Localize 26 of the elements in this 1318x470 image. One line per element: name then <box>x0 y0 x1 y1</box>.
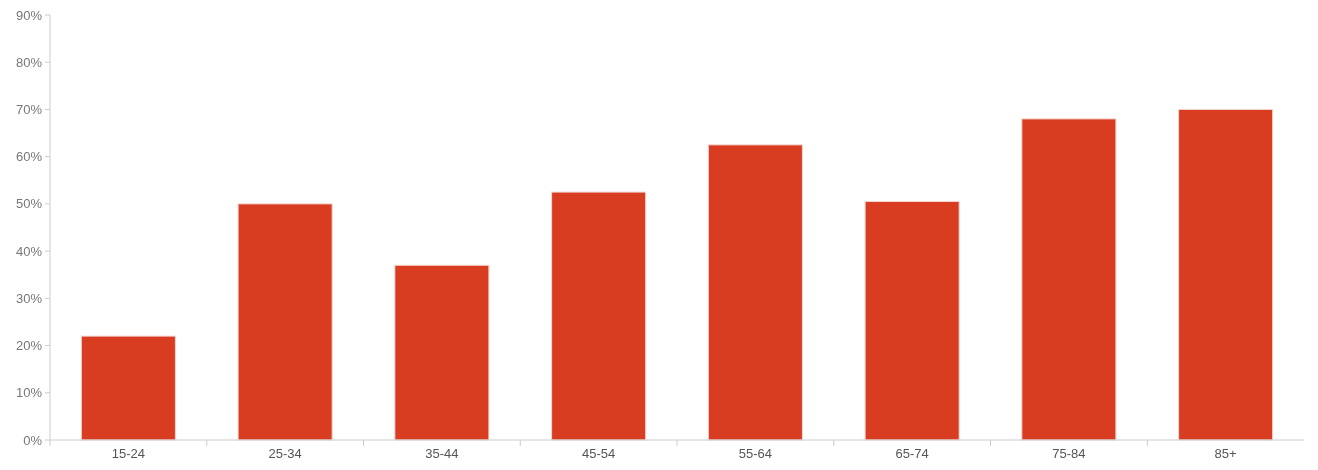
x-tick-label: 25-34 <box>268 446 302 461</box>
y-tick-label: 70% <box>15 101 43 117</box>
bar <box>237 203 333 441</box>
bar <box>707 144 803 441</box>
bar <box>551 191 647 441</box>
bar <box>394 264 490 441</box>
x-tick-label: 55-64 <box>738 446 772 461</box>
x-tick-label: 45-54 <box>582 446 616 461</box>
x-tick-label: 75-84 <box>1052 446 1086 461</box>
bar <box>80 335 176 441</box>
y-tick-label: 30% <box>15 290 43 306</box>
y-tick-label: 50% <box>15 196 43 212</box>
bar <box>1021 118 1117 441</box>
y-tick-label: 20% <box>15 338 43 354</box>
y-tick-label: 40% <box>15 243 43 259</box>
y-tick-label: 80% <box>15 54 43 70</box>
bar <box>864 201 960 441</box>
x-tick-label: 85+ <box>1214 446 1237 461</box>
y-tick-label: 0% <box>23 432 43 448</box>
y-tick-label: 10% <box>15 385 43 401</box>
y-tick-label: 90% <box>15 7 43 23</box>
x-tick-label: 65-74 <box>895 446 929 461</box>
bar <box>1178 108 1274 441</box>
y-tick-label: 60% <box>15 149 43 165</box>
x-tick-label: 35-44 <box>425 446 459 461</box>
x-tick-label: 15-24 <box>111 446 145 461</box>
